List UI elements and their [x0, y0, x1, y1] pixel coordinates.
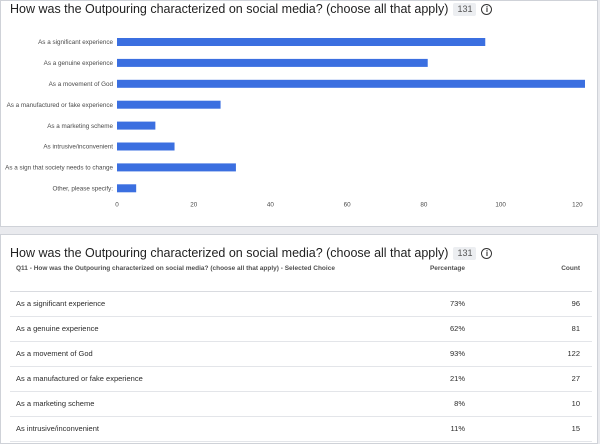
cell-choice: As a manufactured or fake experience	[10, 366, 350, 392]
cell-count: 81	[477, 316, 592, 342]
bar[interactable]	[117, 142, 175, 151]
table-info-icon[interactable]: i	[481, 247, 493, 259]
cell-choice: As a genuine experience	[10, 316, 350, 342]
header-percentage[interactable]: Percentage	[350, 265, 477, 292]
category-label: As a movement of God	[49, 81, 114, 88]
x-tick-label: 80	[420, 201, 428, 208]
response-count-badge: 131	[453, 2, 477, 16]
x-tick-label: 20	[190, 201, 198, 208]
info-icon[interactable]: i	[481, 3, 493, 15]
table-row: As a genuine experience 62% 81	[10, 316, 592, 342]
bar[interactable]	[117, 79, 585, 88]
chart-title: How was the Outpouring characterized on …	[10, 1, 493, 17]
cell-count: 122	[477, 341, 592, 367]
results-table: Q11 - How was the Outpouring characteriz…	[10, 265, 592, 442]
x-tick-label: 0	[115, 201, 119, 208]
x-tick-label: 60	[344, 201, 352, 208]
category-label: As a sign that society needs to change	[5, 165, 113, 172]
table-row: As a movement of God 93% 122	[10, 341, 592, 367]
bar[interactable]	[117, 121, 156, 130]
category-label: As a marketing scheme	[47, 123, 113, 130]
table-title-text: How was the Outpouring characterized on …	[10, 246, 449, 260]
category-label: Other, please specify:	[52, 186, 113, 193]
category-label: As a significant experience	[38, 39, 113, 46]
cell-choice: As a movement of God	[10, 341, 350, 367]
cell-choice: As a marketing scheme	[10, 391, 350, 417]
chart-title-text: How was the Outpouring characterized on …	[10, 2, 449, 16]
x-tick-label: 120	[572, 201, 583, 208]
category-label: As intrusive/inconvenient	[43, 144, 113, 151]
bar[interactable]	[117, 38, 486, 46]
cell-percentage: 11%	[350, 416, 477, 442]
table-title: How was the Outpouring characterized on …	[10, 245, 493, 261]
cell-count: 15	[477, 416, 592, 442]
chart-card: How was the Outpouring characterized on …	[0, 0, 598, 227]
cell-percentage: 21%	[350, 366, 477, 392]
bar-chart: As a significant experience As a genuine …	[5, 38, 585, 208]
cell-count: 10	[477, 391, 592, 417]
table-row: As a significant experience 73% 96	[10, 291, 592, 317]
category-label: As a genuine experience	[44, 60, 114, 67]
table-response-count-badge: 131	[453, 246, 477, 260]
cell-count: 27	[477, 366, 592, 392]
cell-percentage: 73%	[350, 291, 477, 317]
x-tick-label: 40	[267, 201, 275, 208]
table-row: As intrusive/inconvenient 11% 15	[10, 416, 592, 442]
category-label: As a manufactured or fake experience	[7, 102, 114, 109]
header-choice[interactable]: Q11 - How was the Outpouring characteriz…	[10, 265, 350, 292]
cell-count: 96	[477, 291, 592, 317]
bar[interactable]	[117, 100, 221, 109]
table-header-row: Q11 - How was the Outpouring characteriz…	[10, 265, 592, 292]
cell-percentage: 8%	[350, 391, 477, 417]
bar[interactable]	[117, 163, 236, 172]
cell-choice: As intrusive/inconvenient	[10, 416, 350, 442]
table-row: As a marketing scheme 8% 10	[10, 391, 592, 417]
bar[interactable]	[117, 58, 428, 67]
cell-choice: As a significant experience	[10, 291, 350, 317]
bar[interactable]	[117, 184, 137, 193]
cell-percentage: 93%	[350, 341, 477, 367]
table-row: As a manufactured or fake experience 21% 2…	[10, 366, 592, 392]
table-card: How was the Outpouring characterized on …	[0, 234, 598, 444]
cell-percentage: 62%	[350, 316, 477, 342]
x-tick-label: 100	[495, 201, 506, 208]
header-count[interactable]: Count	[477, 265, 592, 292]
